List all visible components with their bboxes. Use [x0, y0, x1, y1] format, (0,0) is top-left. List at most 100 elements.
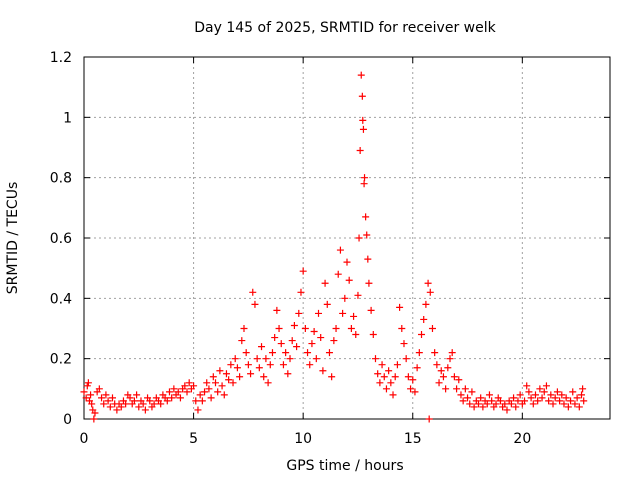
data-point	[170, 385, 178, 393]
data-point	[485, 391, 493, 399]
data-point	[382, 385, 390, 393]
data-point	[536, 385, 544, 393]
data-point	[146, 397, 154, 405]
data-point	[391, 373, 399, 381]
data-point	[529, 400, 537, 408]
data-point	[501, 400, 509, 408]
x-axis-label: GPS time / hours	[286, 458, 403, 474]
data-point	[330, 337, 338, 345]
data-point	[196, 391, 204, 399]
data-point	[580, 397, 588, 405]
data-point	[310, 328, 318, 336]
data-point	[242, 349, 250, 357]
data-point	[365, 279, 373, 287]
data-point	[455, 376, 463, 384]
data-point	[82, 394, 90, 402]
data-point	[407, 385, 415, 393]
data-point	[262, 355, 270, 363]
data-point	[339, 309, 347, 317]
data-point	[446, 355, 454, 363]
data-point	[355, 234, 363, 242]
data-point	[218, 382, 226, 390]
data-point	[229, 379, 237, 387]
data-point	[415, 349, 423, 357]
data-point	[428, 325, 436, 332]
y-tick-label: 0.6	[50, 231, 72, 247]
y-tick-labels: 0 0.2 0.4 0.6 0.8 1 1.2	[50, 50, 72, 428]
data-point	[209, 373, 217, 381]
data-point	[569, 388, 577, 396]
data-point	[558, 391, 566, 399]
data-point	[286, 355, 294, 363]
data-point	[431, 349, 439, 357]
data-point	[516, 391, 524, 399]
data-point	[168, 394, 176, 402]
data-point	[350, 312, 358, 320]
data-point	[404, 373, 412, 381]
data-point	[205, 385, 213, 393]
data-point	[374, 370, 382, 378]
data-point	[507, 400, 515, 408]
data-point	[464, 394, 472, 402]
data-point	[323, 300, 331, 308]
data-point	[273, 306, 281, 314]
data-point	[80, 388, 88, 396]
data-point	[231, 355, 239, 363]
data-point	[468, 388, 476, 396]
data-point	[279, 361, 287, 369]
data-point	[551, 394, 559, 402]
data-point	[503, 406, 511, 414]
data-point	[106, 403, 114, 411]
data-point	[117, 403, 125, 411]
data-point	[564, 403, 572, 411]
data-point	[396, 303, 404, 311]
data-point	[389, 391, 397, 399]
plot-frame	[83, 56, 611, 420]
data-point	[163, 397, 171, 405]
data-point	[297, 288, 305, 296]
data-point	[553, 388, 561, 396]
data-point	[360, 180, 368, 188]
data-point	[477, 394, 485, 402]
data-point	[293, 343, 301, 351]
data-point	[426, 288, 434, 296]
data-point	[249, 288, 257, 296]
data-point	[214, 388, 222, 396]
data-point	[418, 331, 426, 339]
data-point	[306, 361, 314, 369]
data-point	[277, 340, 285, 348]
data-point	[369, 331, 377, 339]
data-point	[571, 400, 579, 408]
data-point	[139, 400, 147, 408]
y-tick-label: 1.2	[50, 50, 72, 66]
data-point	[268, 349, 276, 357]
y-tick-label: 0.2	[50, 352, 72, 368]
data-point	[510, 394, 518, 402]
data-point	[183, 388, 191, 396]
data-point	[135, 403, 143, 411]
data-point	[362, 213, 370, 221]
y-tick-label: 0.4	[50, 291, 72, 307]
data-point	[437, 367, 445, 375]
data-point	[542, 382, 550, 390]
data-point	[181, 382, 189, 390]
data-point	[271, 334, 279, 342]
data-point	[512, 403, 520, 411]
data-point	[299, 267, 307, 275]
grid-lines	[84, 57, 610, 419]
data-point	[233, 364, 241, 372]
data-point	[453, 385, 461, 393]
data-point	[457, 391, 465, 399]
data-point	[578, 391, 586, 399]
data-point	[461, 385, 469, 393]
data-point	[387, 379, 395, 387]
data-point	[264, 379, 272, 387]
data-point	[258, 343, 266, 351]
data-point	[534, 397, 542, 405]
data-point	[317, 334, 325, 342]
data-point	[141, 406, 149, 414]
data-point	[411, 388, 419, 396]
data-point	[203, 379, 211, 387]
data-point	[315, 309, 323, 317]
